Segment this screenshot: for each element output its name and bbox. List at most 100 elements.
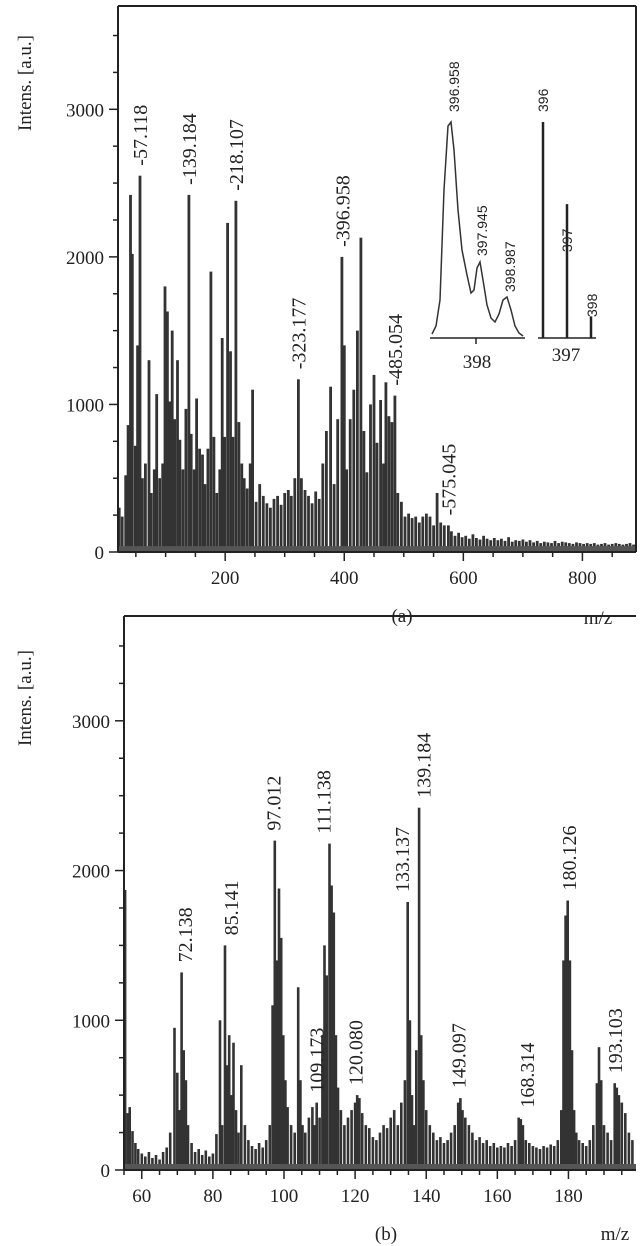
spectrum-bar	[415, 1050, 418, 1170]
spectrum-bar	[450, 531, 453, 552]
spectrum-bar	[226, 222, 229, 552]
spectrum-bar	[453, 535, 457, 552]
spectrum-bar	[304, 1132, 307, 1170]
spectrum-bar	[482, 535, 485, 552]
panel-a-x-axis-label: m/z	[584, 608, 613, 629]
spectrum-bar	[556, 1140, 560, 1170]
spectrum-bar	[299, 1080, 302, 1170]
spectrum-bar	[428, 516, 432, 552]
spectrum-bar	[144, 463, 147, 552]
spectrum-bar	[599, 1080, 603, 1170]
spectrum-bar	[521, 539, 525, 552]
spectrum-bar	[257, 1143, 261, 1170]
spectrum-bar	[163, 286, 167, 552]
spectrum-bar	[225, 1065, 229, 1170]
x-tick-label: 200	[211, 568, 240, 589]
spectrum-bar	[481, 1143, 485, 1170]
spectrum-bar	[250, 1146, 254, 1170]
panel-a-axes	[117, 5, 637, 553]
spectrum-bar	[321, 1035, 324, 1170]
spectrum-bar	[345, 469, 348, 552]
spectrum-bar	[325, 975, 328, 1170]
spectrum-bar	[350, 1110, 353, 1170]
spectrum-bar	[453, 1125, 456, 1170]
spectrum-bar	[231, 436, 235, 552]
x-tick-label: 160	[483, 1186, 512, 1207]
spectrum-bar	[562, 960, 565, 1170]
spectrum-bar	[314, 491, 318, 552]
spectrum-bar	[400, 501, 403, 552]
x-tick-label: 180	[554, 1186, 583, 1207]
spectrum-bar	[293, 1132, 296, 1170]
spectrum-bar	[190, 1143, 193, 1170]
spectrum-bar	[485, 538, 489, 552]
spectrum-bar	[384, 382, 388, 552]
spectrum-bar	[218, 469, 222, 552]
spectrum-bar	[208, 1156, 211, 1170]
spectrum-bar	[165, 1147, 168, 1170]
spectrum-bar	[382, 463, 385, 552]
spectrum-bar	[215, 1134, 218, 1170]
spectrum-bar	[234, 1110, 238, 1170]
spectrum-bar	[187, 194, 191, 552]
spectrum-bar	[123, 890, 127, 1170]
spectrum-bar	[375, 1140, 378, 1170]
spectrum-bar	[624, 1113, 627, 1170]
spectrum-bar	[464, 535, 468, 552]
spectrum-bar	[173, 1027, 176, 1170]
inset-profile-peak-label-1: 396.958	[446, 61, 462, 112]
spectrum-bar	[348, 419, 352, 552]
spectrum-bar	[129, 194, 132, 552]
inset-stick-label-1: 396	[535, 88, 551, 112]
spectrum-bar	[538, 1149, 542, 1170]
spectrum-bar	[387, 416, 391, 552]
spectrum-bar	[365, 472, 369, 552]
spectrum-bar	[155, 394, 159, 552]
spectrum-bar	[254, 501, 258, 552]
peak-label: -396.958	[332, 175, 354, 247]
spectrum-bar	[180, 972, 183, 1170]
spectrum-bar	[379, 400, 382, 552]
spectrum-bar	[227, 1035, 231, 1170]
inset-sticks-axis-label: 397	[552, 345, 581, 366]
spectrum-bar	[279, 504, 283, 552]
panel-a-inset-sticks: 397 396 397 398	[535, 88, 600, 366]
peak-label: 72.138	[175, 907, 197, 962]
y-tick-label: 1000	[72, 1011, 110, 1032]
spectrum-bar	[460, 537, 464, 552]
spectrum-bar	[552, 1146, 556, 1170]
spectrum-bar	[229, 351, 232, 552]
spectrum-bar	[352, 389, 356, 552]
spectrum-bar	[161, 463, 165, 552]
noise-baseline	[118, 546, 636, 552]
spectrum-bar	[223, 436, 226, 552]
spectrum-bar	[242, 478, 246, 552]
spectrum-bar	[471, 534, 475, 552]
spectrum-bar	[170, 330, 174, 552]
spectrum-bar	[339, 1110, 343, 1170]
spectrum-bar	[186, 1125, 190, 1170]
spectrum-bar	[461, 1110, 464, 1170]
spectrum-bar	[474, 1140, 478, 1170]
x-tick-label: 800	[568, 568, 597, 589]
spectrum-bar	[488, 1146, 492, 1170]
spectrum-bar	[271, 1005, 274, 1170]
spectrum-bar	[364, 1125, 368, 1170]
peak-label: 180.126	[559, 826, 581, 891]
spectrum-bar	[131, 1131, 134, 1170]
spectrum-bar	[392, 1110, 396, 1170]
spectrum-bar	[126, 425, 130, 552]
spectrum-bar	[284, 1080, 287, 1170]
spectrum-bar	[371, 1137, 375, 1170]
spectrum-bar	[310, 503, 314, 552]
peak-label: 85.141	[221, 880, 243, 935]
spectrum-bar	[439, 522, 443, 552]
spectrum-bar	[124, 475, 128, 552]
spectrum-bar	[403, 516, 407, 552]
spectrum-bar	[152, 469, 156, 552]
spectrum-bar	[617, 1095, 621, 1170]
spectrum-bar	[575, 1132, 578, 1170]
panel-b-bars	[123, 807, 636, 1170]
spectrum-bar	[442, 1143, 446, 1170]
panel-b-peak-labels: 72.138 85.141 97.012 109.173 111.138 120.080 1…	[175, 733, 627, 1108]
